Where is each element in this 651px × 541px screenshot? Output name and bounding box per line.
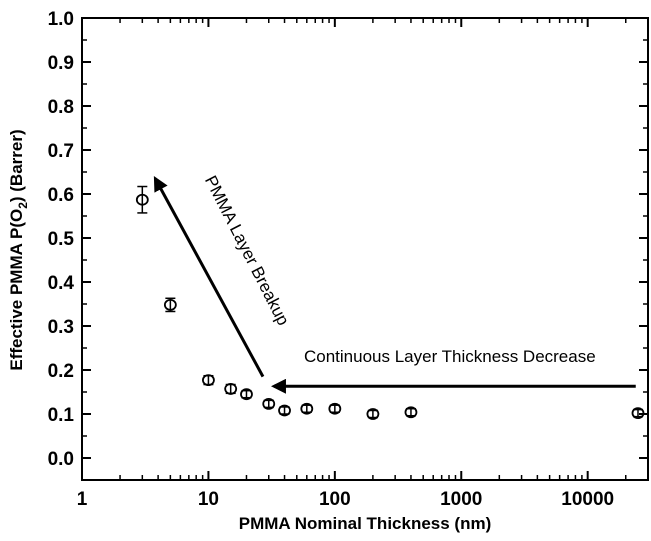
breakup-annotation-text: PMMA Layer Breakup <box>201 173 293 329</box>
y-tick-label: 0.5 <box>48 229 75 250</box>
y-tick-label: 0.0 <box>48 449 74 470</box>
y-tick-label: 0.6 <box>48 185 74 206</box>
x-tick-label: 10 <box>198 489 219 510</box>
data-point <box>135 193 149 206</box>
y-tick-label: 0.9 <box>48 53 74 74</box>
y-tick-label: 0.4 <box>48 273 75 294</box>
data-point <box>202 374 215 387</box>
annotations: PMMA Layer Breakup Continuous Layer Thick… <box>153 173 636 394</box>
plot-frame <box>81 17 649 481</box>
y-tick-label: 0.3 <box>48 317 74 338</box>
y-tick-label: 0.8 <box>48 97 74 118</box>
y-axis-title-subscript: 2 <box>16 202 30 209</box>
data-point <box>262 397 276 410</box>
data-point <box>366 408 380 420</box>
y-tick-label: 0.2 <box>48 361 74 382</box>
data-point <box>328 402 342 415</box>
data-point <box>224 383 238 395</box>
x-tick-label: 1 <box>77 489 88 510</box>
x-axis: 1 10 100 1000 10000 <box>77 18 649 510</box>
data-point <box>404 406 418 419</box>
x-tick-label: 10000 <box>561 489 614 510</box>
y-axis: 0.0 0.1 0.2 0.3 0.4 0.5 0.6 0.7 0.8 0.9 1.0 <box>48 9 648 470</box>
data-point <box>278 404 291 417</box>
thickness-decrease-annotation-text: Continuous Layer Thickness Decrease <box>304 347 596 366</box>
y-axis-title: Effective PMMA P(O2) (Barrer) <box>7 129 30 370</box>
y-axis-title-prefix: Effective PMMA P(O <box>7 209 26 371</box>
y-axis-title-suffix: ) (Barrer) <box>7 129 26 202</box>
y-tick-label: 1.0 <box>48 9 74 30</box>
y-tick-label: 0.7 <box>48 141 74 162</box>
y-tick-label: 0.1 <box>48 405 75 426</box>
breakup-arrow <box>153 175 265 378</box>
data-point <box>300 402 314 415</box>
data-point <box>163 298 177 311</box>
data-point <box>240 388 253 401</box>
x-tick-label: 1000 <box>440 489 482 510</box>
x-tick-label: 100 <box>319 489 351 510</box>
data-series <box>135 185 645 420</box>
data-point <box>631 407 645 420</box>
x-axis-title: PMMA Nominal Thickness (nm) <box>239 514 492 533</box>
